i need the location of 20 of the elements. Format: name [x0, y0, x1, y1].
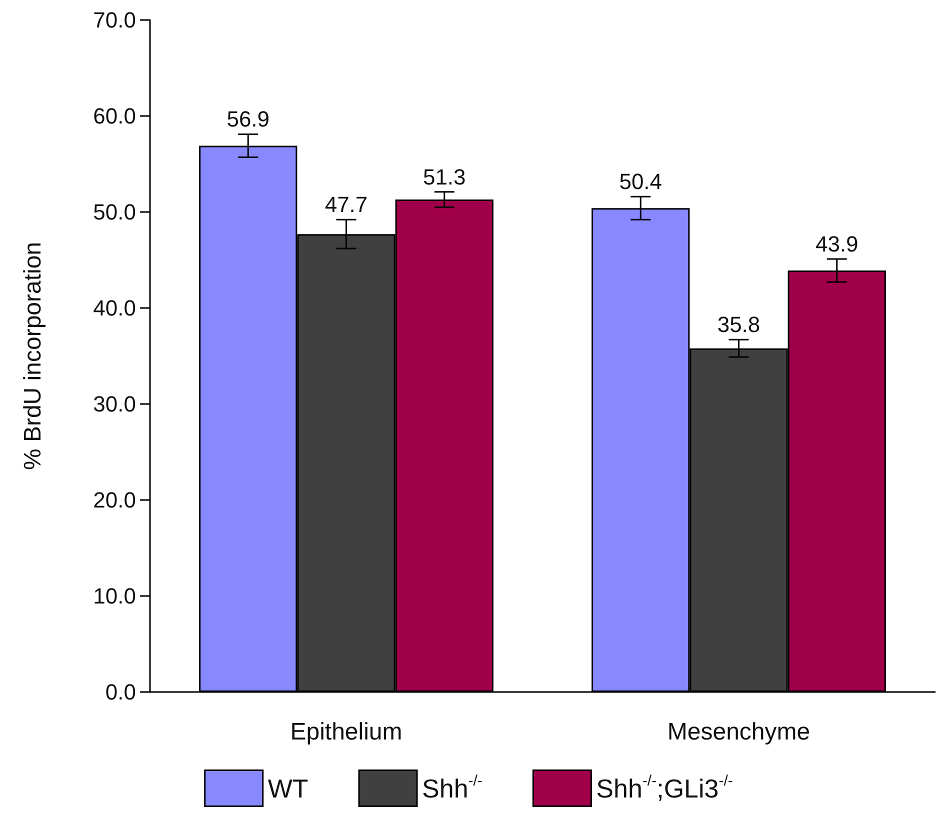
y-tick-label: 50.0 [93, 200, 136, 224]
legend-label: Shh-/-;GLi3-/- [596, 772, 733, 804]
data-label: 47.7 [324, 192, 368, 218]
x-tick-label: Epithelium [290, 718, 402, 746]
y-tick-label: 40.0 [93, 296, 136, 320]
y-tick-label: 30.0 [93, 392, 136, 416]
data-label: 51.3 [422, 164, 466, 190]
data-label: 43.9 [815, 232, 858, 257]
data-label: 50.4 [619, 169, 662, 194]
y-tick-label: 10.0 [93, 584, 136, 608]
x-tick-label: Mesenchyme [667, 718, 810, 746]
legend-label: Shh-/- [422, 772, 482, 804]
y-tick-label: 70.0 [93, 8, 136, 32]
data-label: 35.8 [717, 312, 760, 338]
legend-label: WT [268, 773, 308, 804]
y-tick-label: 60.0 [93, 104, 136, 128]
y-axis-title: % BrdU incorporation [20, 242, 46, 470]
y-tick-label: 0.0 [105, 680, 136, 704]
y-tick-label: 20.0 [93, 488, 136, 512]
data-label: 56.9 [226, 106, 270, 132]
